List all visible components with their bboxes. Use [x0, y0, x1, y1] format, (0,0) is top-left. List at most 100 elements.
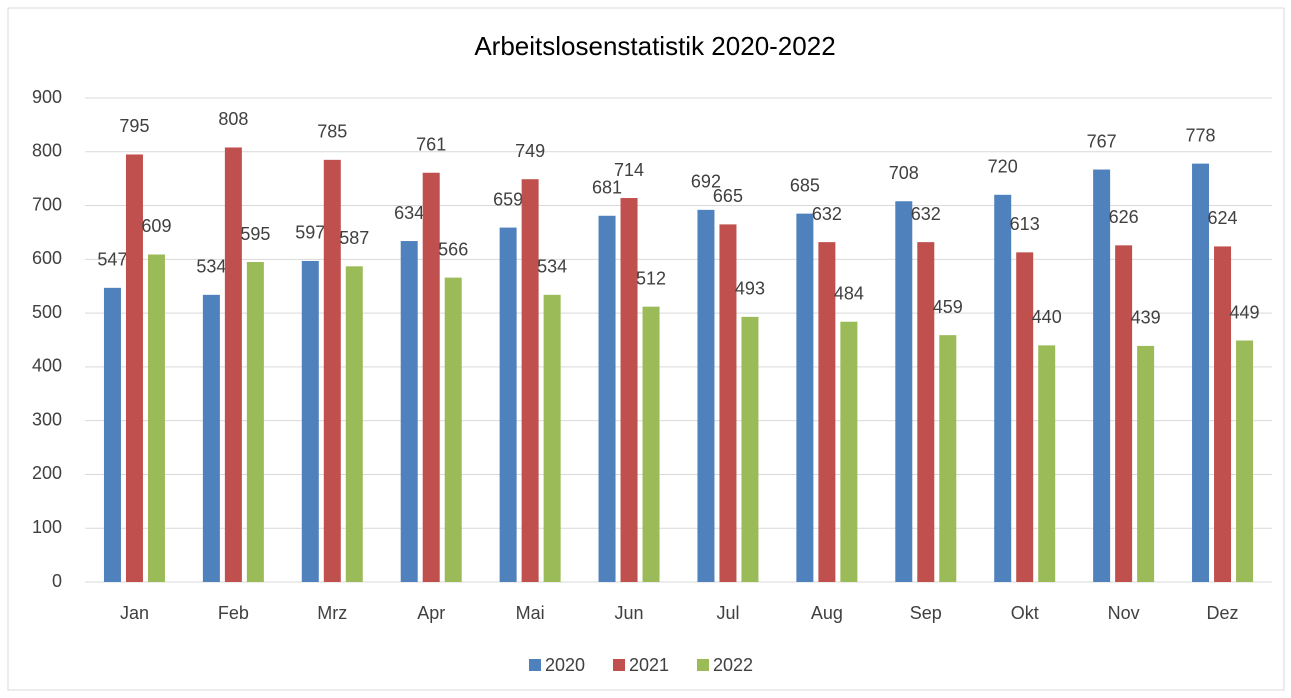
bar — [598, 215, 616, 583]
x-tick-label: Mrz — [317, 603, 347, 623]
y-tick-label: 300 — [32, 409, 62, 429]
bar — [499, 227, 517, 583]
data-label: 767 — [1087, 131, 1117, 151]
y-tick-label: 0 — [52, 571, 62, 591]
bar — [697, 209, 715, 582]
legend-swatch — [697, 659, 709, 671]
bar — [323, 159, 341, 582]
y-tick-label: 700 — [32, 194, 62, 214]
x-tick-label: Dez — [1207, 603, 1239, 623]
bar — [246, 262, 264, 582]
y-tick-label: 600 — [32, 248, 62, 268]
data-label: 439 — [1131, 308, 1161, 328]
data-label: 681 — [592, 178, 622, 198]
bar — [818, 242, 836, 582]
chart-title: Arbeitslosenstatistik 2020-2022 — [474, 31, 835, 61]
bar — [642, 306, 660, 582]
bar — [1115, 245, 1133, 582]
data-label: 808 — [218, 109, 248, 129]
data-label: 795 — [119, 116, 149, 136]
data-label: 665 — [713, 186, 743, 206]
y-tick-label: 900 — [32, 87, 62, 107]
bar — [400, 241, 418, 582]
data-label: 534 — [537, 257, 567, 277]
data-label: 613 — [1010, 214, 1040, 234]
data-label: 587 — [339, 228, 369, 248]
data-label: 547 — [97, 250, 127, 270]
bar — [224, 147, 242, 582]
data-label: 595 — [240, 224, 270, 244]
legend-swatch — [529, 659, 541, 671]
bar — [1093, 169, 1111, 582]
x-tick-label: Nov — [1108, 603, 1140, 623]
x-tick-label: Feb — [218, 603, 249, 623]
data-label: 749 — [515, 141, 545, 161]
legend-label: 2021 — [629, 655, 669, 675]
bar — [422, 172, 440, 583]
data-label: 624 — [1208, 208, 1238, 228]
data-label: 659 — [493, 189, 523, 209]
data-label: 609 — [141, 216, 171, 236]
bar — [202, 294, 220, 582]
bar — [301, 260, 319, 582]
bar — [1214, 246, 1232, 582]
data-label: 449 — [1230, 302, 1260, 322]
bar — [1192, 163, 1210, 582]
x-tick-label: Sep — [910, 603, 942, 623]
bar — [521, 179, 539, 582]
bar — [543, 294, 561, 582]
data-label: 440 — [1032, 307, 1062, 327]
bar — [345, 266, 363, 582]
bar — [939, 335, 957, 582]
legend-label: 2022 — [713, 655, 753, 675]
data-label: 708 — [889, 163, 919, 183]
data-label: 534 — [196, 257, 226, 277]
bar — [796, 213, 814, 582]
bar — [1236, 340, 1254, 582]
data-label: 720 — [988, 157, 1018, 177]
data-label: 566 — [438, 239, 468, 259]
x-tick-label: Jun — [615, 603, 644, 623]
bar — [1016, 252, 1034, 582]
y-tick-label: 200 — [32, 463, 62, 483]
y-tick-label: 100 — [32, 517, 62, 537]
data-label: 692 — [691, 172, 721, 192]
legend-swatch — [613, 659, 625, 671]
y-tick-label: 800 — [32, 141, 62, 161]
data-label: 597 — [295, 223, 325, 243]
bar — [1137, 345, 1155, 582]
bar — [103, 287, 121, 582]
y-tick-label: 500 — [32, 302, 62, 322]
bar — [741, 316, 759, 582]
data-label: 484 — [834, 283, 864, 303]
data-label: 714 — [614, 160, 644, 180]
bar — [719, 224, 737, 582]
data-label: 785 — [317, 122, 347, 142]
bar — [917, 242, 935, 582]
y-tick-label: 400 — [32, 356, 62, 376]
bar — [1038, 345, 1056, 582]
x-tick-label: Mai — [516, 603, 545, 623]
x-tick-label: Apr — [417, 603, 445, 623]
legend-label: 2020 — [545, 655, 585, 675]
x-tick-label: Okt — [1011, 603, 1039, 623]
data-label: 459 — [933, 297, 963, 317]
data-label: 685 — [790, 175, 820, 195]
data-label: 512 — [636, 268, 666, 288]
x-tick-label: Jan — [120, 603, 149, 623]
data-label: 632 — [911, 204, 941, 224]
bar — [994, 194, 1012, 583]
x-tick-label: Jul — [716, 603, 739, 623]
bar — [895, 201, 913, 582]
data-label: 778 — [1186, 125, 1216, 145]
data-label: 632 — [812, 204, 842, 224]
bar — [840, 321, 858, 582]
bar — [147, 254, 165, 582]
x-tick-label: Aug — [811, 603, 843, 623]
bar — [444, 277, 462, 582]
data-label: 493 — [735, 279, 765, 299]
bar — [125, 154, 143, 582]
data-label: 761 — [416, 135, 446, 155]
data-label: 626 — [1109, 207, 1139, 227]
